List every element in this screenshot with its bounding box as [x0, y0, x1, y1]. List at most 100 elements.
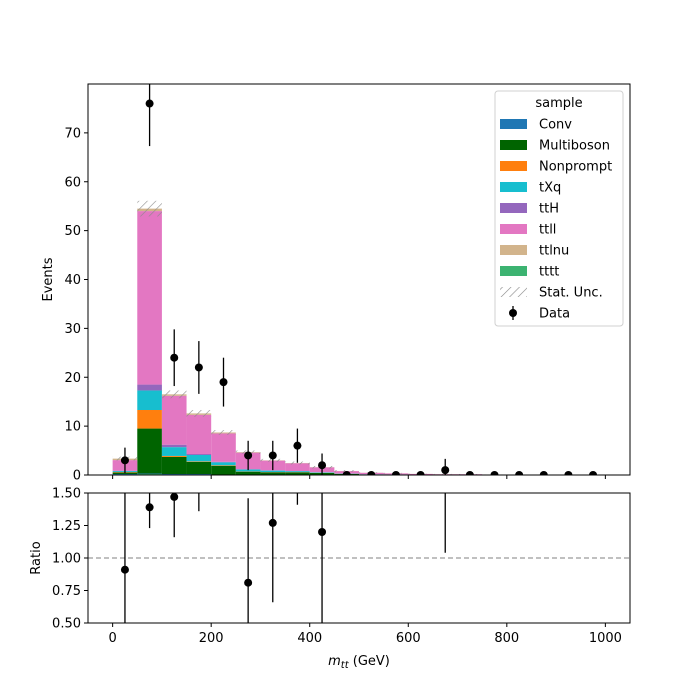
- bar-ttll-bin-2: [161, 395, 187, 445]
- legend-title: sample: [535, 96, 582, 111]
- bar-txq-bin-4: [211, 462, 236, 466]
- ratio-point-4: [244, 578, 253, 587]
- data-point-14: [465, 471, 474, 475]
- bar-multiboson-bin-6: [260, 472, 286, 475]
- main-ytick-label-10: 10: [64, 420, 81, 435]
- legend-marker-txq: [500, 182, 527, 192]
- ratio-ytick-label-3: 1.25: [52, 519, 81, 534]
- legend-label-stat-unc-: Stat. Unc.: [539, 286, 603, 301]
- bar-ttll-bin-3: [186, 414, 212, 454]
- main-panel: 0 10 20 30 40 50 60 70 Events: [41, 83, 631, 484]
- data-point-6: [268, 451, 277, 460]
- data-point-2: [170, 353, 179, 362]
- legend-marker-stat-unc-: [500, 287, 527, 297]
- main-ylabel: Events: [41, 257, 56, 301]
- bar-tth-bin-3: [186, 453, 212, 455]
- main-ytick-label-50: 50: [64, 224, 81, 239]
- main-ytick-label-30: 30: [64, 322, 81, 337]
- data-point-11: [391, 471, 400, 475]
- ratio-xtick-label-600: 600: [396, 631, 421, 646]
- legend-marker-tth: [500, 203, 527, 213]
- legend-marker-conv: [500, 119, 527, 129]
- data-point-9: [342, 471, 351, 475]
- bar-tth-bin-1: [137, 384, 162, 391]
- bar-multiboson-bin-4: [211, 465, 236, 475]
- ratio-xtick-label-800: 800: [494, 631, 519, 646]
- ratio-ytick-label-0: 0.50: [52, 617, 81, 632]
- data-point-19: [589, 471, 598, 475]
- legend-marker-ttll: [500, 224, 527, 234]
- data-point-1: [145, 99, 154, 108]
- bar-txq-bin-3: [186, 454, 212, 462]
- legend: sample Conv Multiboson Nonprompt tXq ttH ttll t…: [494, 90, 624, 327]
- bar-nonprompt-bin-1: [137, 409, 162, 429]
- stat-unc-bin-9: [334, 470, 359, 472]
- ratio-point-1: [145, 503, 154, 512]
- bar-ttll-bin-1: [137, 211, 162, 385]
- legend-label-nonprompt: Nonprompt: [539, 160, 612, 175]
- legend-label-txq: tXq: [539, 181, 561, 196]
- ratio-xtick-label-200: 200: [199, 631, 224, 646]
- bar-txq-bin-2: [161, 447, 187, 456]
- bar-multiboson-bin-5: [235, 471, 261, 475]
- main-ytick-label-20: 20: [64, 371, 81, 386]
- ratio-point-6: [293, 372, 301, 380]
- legend-label-conv: Conv: [539, 118, 572, 133]
- stat-unc-bin-7: [285, 461, 310, 465]
- bar-ttll-bin-4: [211, 433, 236, 462]
- legend-marker-data: [509, 309, 517, 317]
- data-point-5: [244, 451, 253, 460]
- data-point-0: [120, 456, 129, 465]
- legend-marker-tttt: [500, 266, 527, 276]
- data-point-8: [318, 461, 327, 470]
- ratio-xtick-label-400: 400: [297, 631, 322, 646]
- bar-txq-bin-5: [235, 469, 261, 472]
- ratio-panel: 0.500.751.001.251.500 200 400 600 800 1000Rat…: [29, 359, 631, 671]
- bar-multiboson-bin-2: [161, 456, 187, 475]
- bar-txq-bin-6: [260, 470, 286, 473]
- main-ytick-label-70: 70: [64, 126, 81, 141]
- legend-label-tttt: tttt: [539, 265, 559, 280]
- legend-label-ttlnu: ttlnu: [539, 244, 569, 259]
- bar-tth-bin-2: [161, 444, 187, 448]
- data-point-12: [416, 471, 425, 475]
- bar-multiboson-bin-1: [137, 428, 162, 474]
- bar-multiboson-bin-3: [186, 461, 212, 475]
- bar-txq-bin-1: [137, 390, 162, 410]
- ratio-ytick-label-4: 1.50: [52, 487, 81, 502]
- ratio-point-8: [441, 359, 449, 367]
- data-point-15: [490, 471, 499, 475]
- main-ytick-label-0: 0: [73, 469, 81, 484]
- ratio-xtick-label-0: 0: [108, 631, 116, 646]
- ratio-xlabel: mtt (GeV): [328, 654, 390, 671]
- data-point-13: [441, 466, 450, 475]
- ratio-points: [120, 359, 449, 623]
- bar-ttll-bin-7: [285, 463, 310, 472]
- stat-unc-bin-3: [186, 409, 212, 417]
- stat-unc-bin-2: [161, 390, 187, 399]
- data-point-16: [515, 471, 524, 475]
- legend-label-data: Data: [539, 307, 570, 322]
- ratio-point-7: [318, 528, 327, 536]
- main-ytick-label-40: 40: [64, 273, 81, 288]
- ratio-xtick-label-1000: 1000: [589, 631, 622, 646]
- data-point-4: [219, 378, 228, 387]
- legend-label-tth: ttH: [539, 202, 559, 217]
- bar-multiboson-bin-7: [285, 472, 310, 475]
- ratio-ylabel: Ratio: [29, 541, 44, 574]
- legend-marker-ttlnu: [500, 245, 527, 255]
- ratio-ytick-label-1: 0.75: [52, 584, 81, 599]
- data-point-18: [564, 471, 573, 475]
- stat-unc-bin-4: [211, 430, 236, 435]
- bar-multiboson-bin-0: [112, 472, 138, 475]
- data-point-7: [293, 441, 302, 450]
- ratio-point-0: [120, 565, 129, 574]
- data-points: [120, 84, 598, 475]
- legend-label-ttll: ttll: [539, 223, 556, 238]
- legend-marker-nonprompt: [500, 161, 527, 171]
- data-point-10: [367, 471, 376, 475]
- ratio-ytick-label-2: 1.00: [52, 552, 81, 567]
- legend-marker-multiboson: [500, 140, 527, 150]
- ratio-point-5: [268, 518, 277, 527]
